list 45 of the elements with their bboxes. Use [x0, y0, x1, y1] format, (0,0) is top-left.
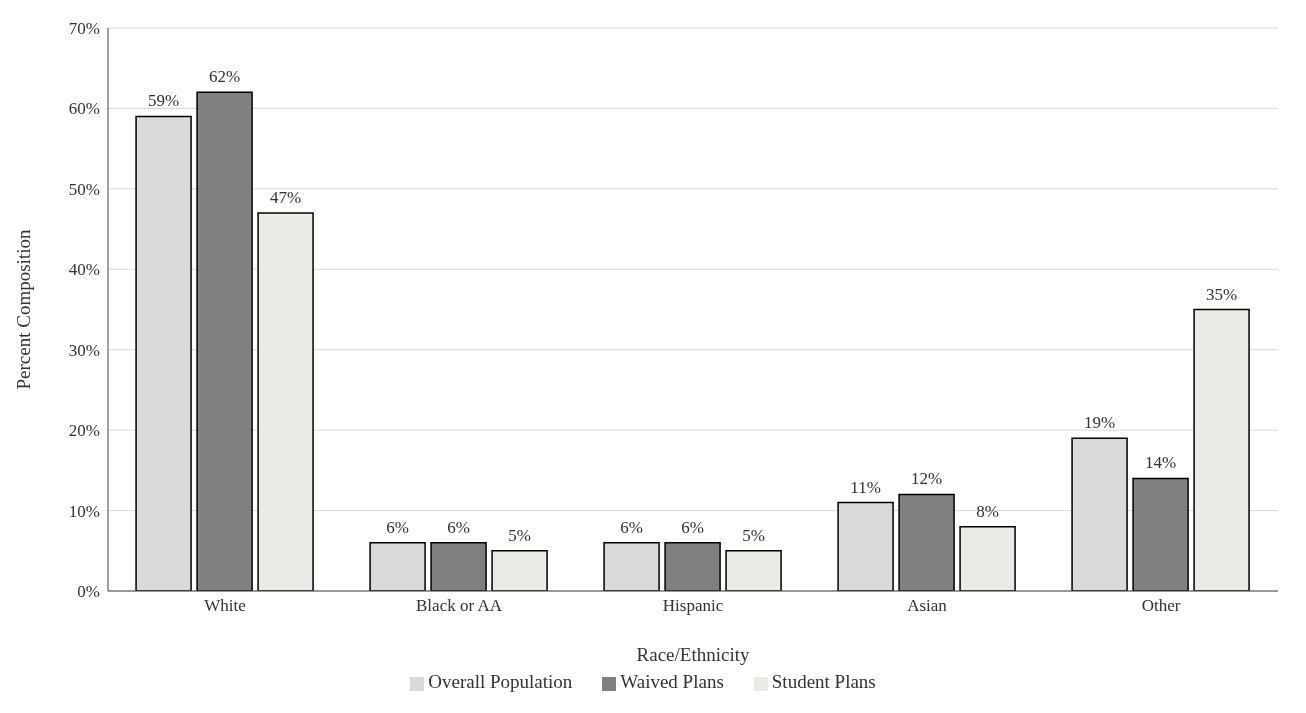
- data-label: 14%: [1144, 453, 1177, 473]
- data-label: 19%: [1083, 413, 1116, 433]
- y-tick-label: 60%: [68, 99, 100, 119]
- bar: [257, 212, 314, 591]
- data-label: 62%: [208, 67, 241, 87]
- bar: [196, 91, 253, 591]
- x-tick-label: Other: [1141, 596, 1181, 616]
- y-tick-label: 40%: [68, 260, 100, 280]
- y-tick-label: 70%: [68, 19, 100, 39]
- bar: [959, 525, 1016, 591]
- bar: [1193, 308, 1250, 591]
- x-axis-title: Race/Ethnicity: [636, 644, 750, 665]
- bar: [664, 541, 721, 591]
- y-tick-label: 0%: [77, 582, 100, 602]
- legend-label: Waived Plans: [620, 671, 724, 692]
- x-tick-label: White: [204, 596, 246, 616]
- bar: [725, 550, 782, 591]
- bar: [369, 541, 426, 591]
- data-label: 5%: [508, 525, 531, 545]
- data-label: 35%: [1205, 284, 1238, 304]
- data-label: 6%: [681, 517, 704, 537]
- y-tick-label: 20%: [68, 421, 100, 441]
- legend-label: Student Plans: [771, 671, 876, 692]
- data-label: 8%: [976, 501, 999, 521]
- data-label: 12%: [910, 469, 943, 489]
- data-label: 6%: [447, 517, 470, 537]
- bar: [898, 493, 955, 591]
- data-label: 5%: [742, 525, 765, 545]
- bar: [430, 541, 487, 591]
- bar: [1132, 477, 1189, 591]
- data-label: 6%: [620, 517, 643, 537]
- bar: [491, 550, 548, 591]
- y-tick-label: 10%: [68, 501, 100, 521]
- x-tick-label: Hispanic: [662, 596, 724, 616]
- x-tick-label: Asian: [907, 596, 948, 616]
- legend-label: Overall Population: [428, 671, 573, 692]
- data-label: 6%: [386, 517, 409, 537]
- data-label: 59%: [147, 91, 180, 111]
- data-label: 47%: [269, 187, 302, 207]
- y-tick-label: 50%: [68, 179, 100, 199]
- y-tick-label: 30%: [68, 340, 100, 360]
- data-label: 11%: [850, 477, 881, 497]
- y-axis-title: Percent Composition: [12, 229, 34, 390]
- bar: [603, 541, 660, 591]
- x-tick-label: Black or AA: [416, 596, 503, 616]
